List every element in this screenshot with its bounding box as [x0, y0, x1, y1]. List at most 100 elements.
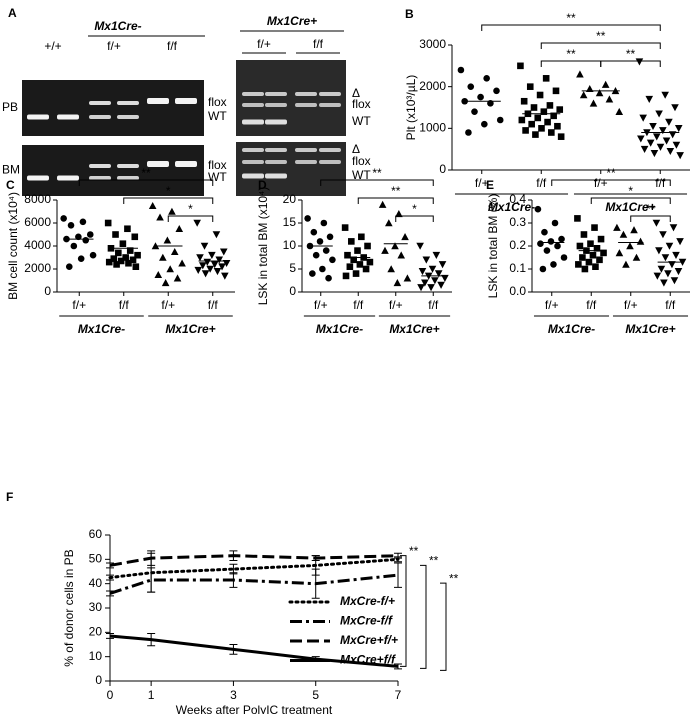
gel-row-label: BM: [2, 163, 20, 177]
data-point: [309, 270, 316, 277]
data-point: [657, 265, 666, 273]
data-point: [592, 263, 599, 270]
error-bar: [106, 590, 114, 597]
data-point: [537, 240, 544, 247]
data-point: [630, 226, 638, 234]
gel: [22, 80, 204, 136]
gel-band: [147, 98, 169, 104]
y-axis-label: BM cell count (x10⁴): [6, 192, 20, 300]
data-point: [471, 108, 478, 115]
data-point: [163, 236, 172, 244]
error-bar: [147, 567, 156, 593]
data-point: [517, 62, 524, 70]
data-point: [543, 247, 551, 254]
data-point: [208, 251, 216, 259]
data-point: [661, 91, 669, 99]
significance-bracket: [420, 564, 427, 669]
band-label: flox: [352, 97, 371, 111]
x-tick-label: 3: [230, 688, 237, 702]
gel-band: [265, 92, 287, 96]
data-point: [131, 233, 139, 241]
data-point: [319, 265, 326, 273]
data-point: [70, 242, 78, 250]
data-point: [665, 118, 673, 126]
series-line: [109, 573, 399, 595]
error-bar: [311, 568, 320, 599]
data-point: [557, 133, 565, 140]
gel-band: [57, 175, 79, 181]
data-point: [522, 127, 529, 134]
data-point: [585, 84, 594, 93]
data-point: [393, 279, 402, 287]
data-point: [67, 222, 75, 229]
data-point: [427, 284, 435, 292]
data-point: [558, 235, 565, 243]
band-label: flox: [208, 95, 227, 109]
data-point: [352, 270, 360, 277]
data-point: [580, 231, 588, 238]
data-point: [193, 219, 201, 227]
significance-label: **: [566, 47, 576, 61]
significance-bracket: [540, 60, 602, 67]
data-point: [635, 58, 644, 66]
gel-band: [117, 176, 139, 180]
data-point: [575, 261, 582, 268]
error-bar: [229, 644, 238, 655]
data-point: [170, 247, 179, 256]
y-tick-label: 20: [89, 625, 103, 639]
data-point: [660, 279, 668, 287]
data-point: [341, 224, 349, 231]
gel-band: [295, 103, 317, 107]
data-point: [457, 66, 465, 74]
gel-band: [242, 92, 264, 96]
significance-bracket: [540, 42, 661, 49]
gel-band: [175, 161, 197, 167]
data-point: [125, 259, 132, 267]
data-point: [613, 223, 621, 231]
x-tick-label: f/f: [428, 298, 439, 312]
data-point: [652, 219, 661, 227]
data-point: [387, 265, 395, 273]
y-tick-label: 10: [89, 649, 103, 663]
data-point: [198, 262, 207, 270]
significance-bracket: [600, 60, 661, 67]
data-point: [668, 131, 677, 139]
significance-label: **: [141, 166, 151, 180]
genotype-label: +/+: [44, 39, 61, 53]
legend-label: MxCre+f/+: [340, 633, 398, 647]
y-tick-label: 1000: [419, 121, 446, 135]
significance-bracket: [357, 197, 434, 204]
data-point: [201, 270, 210, 278]
group-label: Mx1Cre-: [488, 200, 535, 214]
data-point: [496, 116, 504, 124]
data-point: [481, 120, 488, 128]
data-point: [212, 231, 221, 239]
data-point: [418, 268, 427, 276]
y-axis-label: LSK in total BM (x10⁴): [256, 187, 270, 306]
data-point: [622, 260, 630, 268]
gel-band: [295, 148, 317, 152]
y-tick-label: 8000: [24, 192, 51, 206]
band-label: flox: [208, 158, 227, 172]
x-tick-label: f/+: [475, 176, 489, 190]
significance-bracket: [481, 24, 661, 31]
data-point: [656, 143, 665, 151]
data-point: [626, 242, 634, 250]
group-label: Mx1Cre-: [548, 322, 595, 336]
data-point: [534, 114, 542, 122]
error-bar: [394, 552, 402, 559]
band-label: Δ: [352, 86, 360, 100]
data-point: [579, 254, 586, 261]
data-point: [221, 272, 229, 280]
gel-band: [117, 101, 139, 105]
data-point: [615, 249, 624, 257]
data-point: [110, 255, 118, 262]
data-point: [342, 272, 350, 280]
data-point: [548, 129, 555, 136]
x-tick-label: f/+: [161, 298, 175, 312]
data-point: [89, 251, 97, 259]
data-point: [665, 242, 674, 250]
data-point: [556, 106, 564, 113]
data-point: [671, 104, 679, 112]
data-point: [520, 97, 528, 105]
